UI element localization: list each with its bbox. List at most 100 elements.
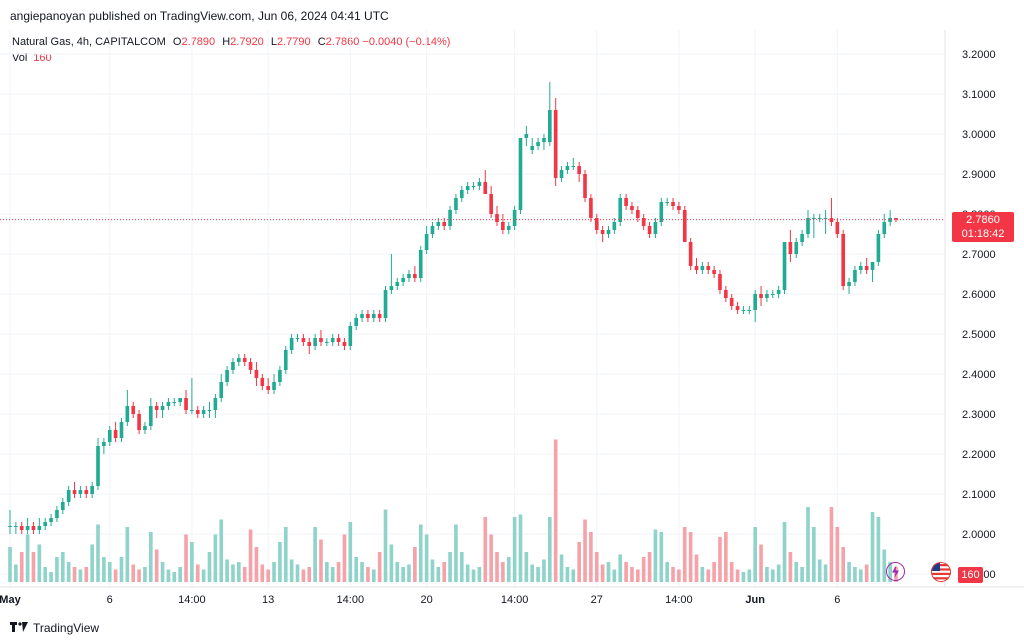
y-tick-label: 2.7000	[962, 249, 996, 261]
volume-bar	[847, 562, 851, 582]
last-price-badge[interactable]: 2.7860 01:18:42	[952, 212, 1014, 242]
volume-bar	[301, 569, 306, 582]
open-label: O	[172, 36, 182, 48]
volume-bar	[424, 534, 429, 582]
bar-countdown: 01:18:42	[961, 228, 1005, 240]
candle-body	[594, 218, 599, 230]
candle-body	[102, 442, 106, 446]
candle-body	[37, 526, 42, 530]
lightning-icon[interactable]	[886, 562, 905, 581]
tradingview-logo-icon[interactable]	[10, 620, 28, 635]
candle-body	[313, 338, 317, 346]
volume-bar	[325, 562, 329, 582]
volume-bar	[430, 559, 435, 582]
candle-body	[718, 274, 722, 290]
candle-body	[542, 138, 546, 142]
candle-body	[571, 166, 576, 167]
x-tick-label: 27	[591, 594, 603, 606]
candle-body	[501, 222, 505, 230]
volume-bar	[348, 522, 353, 582]
candle-body	[43, 522, 48, 526]
volume-bar	[342, 534, 347, 582]
volume-bar	[66, 562, 71, 582]
volume-bar	[571, 569, 576, 582]
volume-bar	[665, 562, 669, 582]
candle-body	[454, 198, 458, 210]
candle-body	[25, 526, 30, 530]
candle-body	[143, 426, 147, 430]
candle-body	[612, 222, 617, 230]
candle-body	[512, 210, 517, 226]
y-tick-label: 2.6000	[962, 289, 996, 301]
volume-bar	[107, 562, 112, 582]
volume-bar	[72, 567, 77, 582]
candle-body	[448, 210, 452, 226]
volume-label[interactable]: Vol	[12, 52, 28, 64]
volume-bar	[806, 507, 810, 582]
candle-body	[858, 266, 863, 270]
volume-bar	[195, 564, 200, 582]
volume-bar	[735, 569, 740, 582]
volume-bar	[506, 557, 511, 582]
open-value: 2.7890	[181, 36, 216, 48]
volume-bar	[242, 567, 247, 582]
volume-bar	[536, 567, 540, 582]
volume-bar	[407, 564, 411, 582]
x-tick-label: May	[0, 594, 22, 606]
candle-body	[231, 362, 235, 370]
volume-bar	[330, 567, 335, 582]
candle-body	[383, 290, 388, 318]
candle-body	[459, 190, 464, 198]
candle-body	[160, 406, 165, 410]
candle-body	[436, 222, 441, 226]
candle-body	[213, 398, 218, 410]
volume-bar	[606, 562, 611, 582]
y-tick-label: 3.0000	[962, 129, 996, 141]
low-value: 2.7790	[277, 36, 311, 48]
high-label: H	[222, 36, 231, 48]
candle-body	[149, 406, 153, 426]
volume-bar	[336, 562, 341, 582]
y-tick-label: 2.0000	[962, 529, 996, 541]
volume-bar	[260, 564, 265, 582]
close-label: C	[317, 36, 326, 48]
volume-bar	[401, 567, 405, 582]
candle-body	[665, 202, 669, 203]
x-tick-label: 14:00	[501, 594, 529, 606]
volume-bar	[190, 542, 194, 582]
candle-body	[606, 230, 611, 234]
candle-body	[377, 314, 382, 318]
candle-body	[630, 206, 634, 210]
candle-body	[506, 226, 511, 230]
volume-bar	[14, 564, 18, 582]
candle-body	[776, 290, 781, 294]
candle-body	[55, 510, 59, 518]
candle-body	[283, 350, 288, 370]
y-tick-label: 3.1000	[962, 89, 996, 101]
candle-body	[31, 526, 36, 530]
volume-bar	[741, 572, 746, 582]
volume-bar	[383, 509, 388, 582]
volume-bar	[759, 544, 763, 582]
candle-body	[677, 206, 681, 210]
volume-bar	[225, 559, 229, 582]
volume-bar	[413, 547, 417, 582]
volume-bar	[8, 547, 12, 582]
footer-brand[interactable]: TradingView	[33, 620, 100, 635]
candle-body	[96, 446, 100, 486]
candle-body	[653, 222, 658, 234]
volume-bar	[219, 519, 224, 582]
volume-bar	[559, 554, 564, 582]
volume-bar	[454, 524, 458, 582]
candle-body	[342, 342, 347, 346]
candle-body	[559, 170, 564, 178]
us-flag-icon[interactable]	[931, 562, 951, 582]
candle-body	[172, 402, 177, 403]
candle-body	[184, 398, 188, 410]
volume-bar	[442, 562, 447, 582]
volume-bar	[78, 569, 83, 582]
volume-badge: 160	[958, 567, 983, 583]
volume-bar	[248, 529, 253, 582]
symbol-name[interactable]: Natural Gas, 4h, CAPITALCOM	[12, 36, 166, 48]
